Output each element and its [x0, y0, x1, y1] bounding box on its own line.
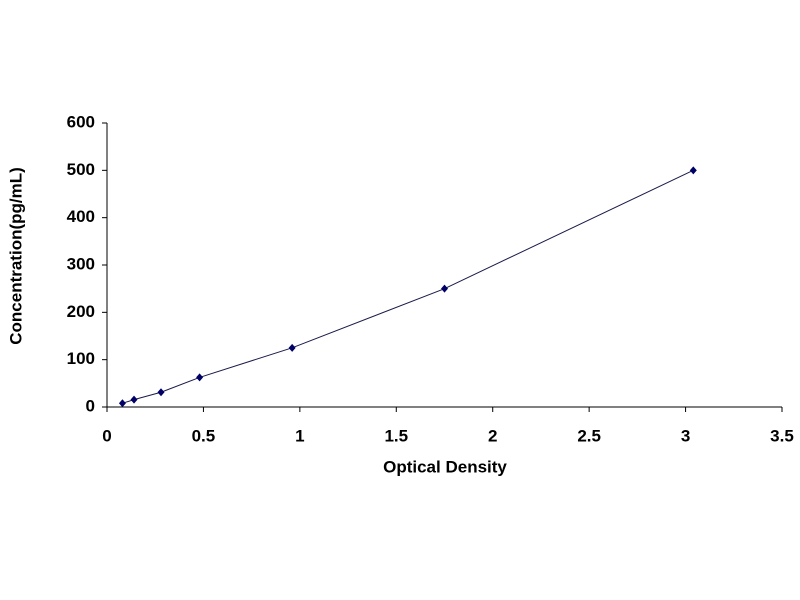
- data-point: [118, 399, 126, 408]
- data-point: [288, 343, 296, 352]
- data-point: [441, 284, 448, 293]
- x-tick-label: 0.5: [192, 426, 216, 445]
- x-tick-label: 3: [681, 426, 690, 445]
- x-tick-label: 2.5: [577, 426, 601, 445]
- x-tick-label: 3.5: [770, 426, 794, 445]
- y-tick-label: 100: [67, 349, 95, 368]
- y-tick-label: 300: [67, 254, 95, 273]
- y-tick-label: 400: [67, 207, 95, 226]
- x-tick-label: 1.5: [384, 426, 408, 445]
- data-point: [157, 388, 165, 397]
- fit-line: [122, 169, 694, 404]
- y-tick-label: 500: [67, 160, 95, 179]
- data-point: [196, 373, 204, 382]
- y-tick-label: 200: [67, 302, 95, 321]
- data-point: [689, 166, 697, 175]
- y-tick-label: 0: [86, 396, 95, 415]
- y-axis-label: Concentration(pg/mL): [6, 167, 25, 345]
- x-tick-label: 1: [295, 426, 304, 445]
- x-tick-label: 2: [488, 426, 497, 445]
- y-tick-label: 600: [67, 112, 95, 131]
- x-axis-label: Optical Density: [383, 457, 507, 476]
- data-point: [130, 395, 138, 404]
- x-tick-label: 0: [102, 426, 111, 445]
